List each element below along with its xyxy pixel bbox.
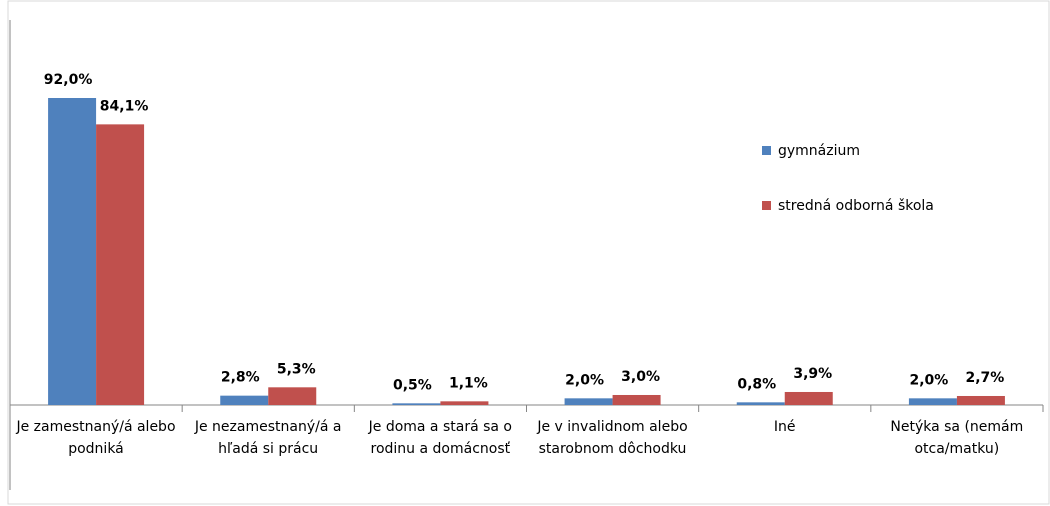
x-tick-label: Netýka sa (nemám otca/matku): [890, 419, 1024, 457]
bar: [392, 403, 441, 405]
value-label: 5,3%: [277, 361, 316, 377]
value-label: 2,8%: [221, 370, 260, 386]
bar: [220, 395, 269, 405]
bar: [784, 391, 833, 405]
value-label: 3,9%: [793, 366, 832, 382]
value-label: 1,1%: [449, 375, 488, 391]
bar: [564, 398, 613, 405]
bar: [96, 124, 145, 406]
value-label: 3,0%: [621, 369, 660, 385]
value-label: 84,1%: [100, 98, 149, 114]
bar: [268, 387, 317, 405]
x-tick-label: Je zamestnaný/á alebo podniká: [16, 419, 176, 457]
bar: [908, 398, 957, 405]
bar: [48, 98, 97, 405]
value-label: 0,8%: [737, 376, 776, 392]
legend-swatch: [762, 201, 771, 210]
value-label: 0,5%: [393, 377, 432, 393]
x-tick-label: Je v invalidnom alebo starobnom dôchodku: [537, 419, 688, 457]
x-tick-label: Iné: [773, 419, 796, 435]
value-label: 92,0%: [44, 72, 93, 88]
legend-swatch: [762, 146, 771, 155]
x-tick-label: Je doma a stará sa o rodinu a domácnosť: [368, 419, 513, 457]
chart-border: [7, 0, 1050, 505]
value-label: 2,0%: [565, 372, 604, 388]
bar: [956, 395, 1005, 405]
value-label: 2,7%: [966, 370, 1005, 386]
x-tick-label: Je nezamestnaný/á a hľadá si prácu: [194, 419, 342, 457]
legend-label: gymnázium: [778, 143, 861, 159]
value-label: 2,0%: [910, 372, 949, 388]
bar: [612, 394, 661, 405]
bar: [736, 402, 785, 405]
legend-label: stredná odborná škola: [778, 198, 934, 214]
bar: [440, 401, 489, 405]
